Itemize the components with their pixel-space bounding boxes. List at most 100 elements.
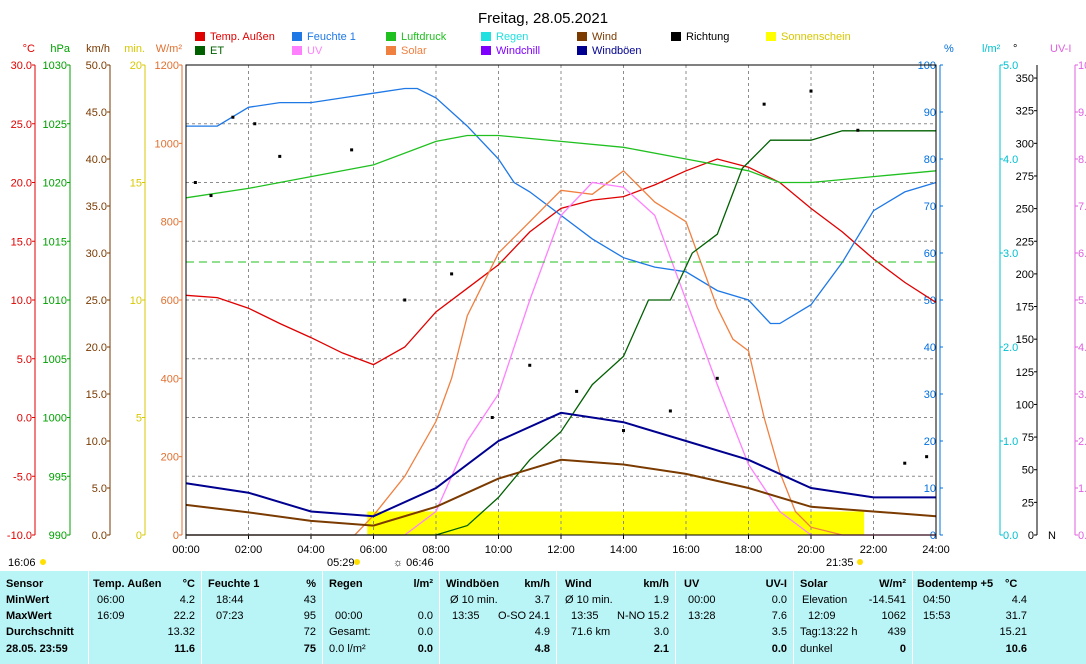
series-line-0 — [185, 158, 937, 366]
regen-max-value: 0.0 — [417, 610, 433, 622]
weather-chart: Freitag, 28.05.2021 Temp. Außen Feuchte 1… — [7, 10, 1086, 569]
boeen-title: Windböen — [446, 578, 500, 590]
uv-unit: UV-I — [765, 578, 787, 590]
axis-x-label-6: 12:00 — [547, 544, 575, 556]
legend-swatch-1 — [292, 32, 302, 41]
axis-right-north-label: N — [1048, 530, 1056, 542]
legend-swatch-11 — [577, 46, 587, 55]
axis-right-label-0-8: 20 — [924, 436, 936, 448]
axis-left-label-2-4: 30.0 — [86, 248, 107, 260]
legend-swatch-9 — [386, 46, 396, 55]
axis-left-label-1-2: 1020 — [43, 178, 67, 190]
axis-left-label-0-8: -10.0 — [7, 530, 32, 542]
axis-right-label-0-5: 50 — [924, 295, 936, 307]
sunshine-band — [367, 511, 865, 535]
axis-right-label-1-5: 0.0 — [1003, 530, 1018, 542]
boeen-avg: 4.9 — [534, 626, 550, 638]
axis-right-label-0-0: 100 — [918, 60, 936, 72]
axis-left-label-2-8: 10.0 — [86, 436, 107, 448]
col-feuchte: Feuchte 1 % 18:44 43 07:23 95 72 75 — [202, 571, 322, 664]
axis-x-label-2: 04:00 — [297, 544, 325, 556]
axis-right-label-3-5: 5.0 — [1078, 295, 1086, 307]
regen-total-label: Gesamt: — [329, 626, 371, 638]
legend-swatch-5 — [671, 32, 681, 41]
legend-label-7: ET — [210, 45, 224, 57]
axis-left-unit-2: km/h — [86, 43, 110, 55]
axis-right-unit-2: ° — [1013, 43, 1017, 55]
feuchte-unit: % — [306, 578, 316, 590]
legend-label-10: Windchill — [496, 45, 540, 57]
row-label-current: 28.05. 23:59 — [6, 643, 68, 655]
legend-label-5: Richtung — [686, 31, 729, 43]
axis-left-label-0-5: 5.0 — [17, 354, 32, 366]
axis-right-label-2-10: 100 — [1016, 399, 1034, 411]
temp-min-time: 06:00 — [97, 594, 125, 606]
axis-x-label-0: 00:00 — [172, 544, 200, 556]
uv-max-value: 7.6 — [771, 610, 787, 622]
direction-point-7 — [450, 272, 454, 276]
solar-max-time: 12:09 — [808, 610, 836, 622]
axis-left-label-2-3: 35.0 — [86, 201, 107, 213]
boden-min-value: 4.4 — [1011, 594, 1027, 606]
temp-max-time: 16:09 — [97, 610, 125, 622]
direction-point-13 — [715, 376, 719, 380]
axis-left-label-3-3: 5 — [136, 413, 142, 425]
direction-point-5 — [350, 148, 354, 152]
uv-current: 0.0 — [771, 643, 787, 655]
col-boden: Bodentemp +5 °C 04:50 4.4 15:53 31.7 15.… — [913, 571, 1031, 664]
axis-left-label-4-1: 1000 — [155, 138, 179, 150]
chart-title: Freitag, 28.05.2021 — [478, 10, 608, 27]
axis-left-label-1-5: 1005 — [43, 354, 67, 366]
boden-unit: °C — [1005, 578, 1018, 590]
legend-swatch-4 — [577, 32, 587, 41]
boeen-unit: km/h — [524, 578, 550, 590]
axis-left-label-3-2: 10 — [130, 295, 142, 307]
direction-point-6 — [403, 298, 407, 302]
axis-left-label-0-0: 30.0 — [11, 60, 32, 72]
wind-unit: km/h — [643, 578, 669, 590]
axis-left-label-3-0: 20 — [130, 60, 142, 72]
direction-point-11 — [622, 429, 625, 433]
axis-right-label-0-9: 10 — [924, 483, 936, 495]
direction-point-3 — [253, 122, 257, 126]
wind-avg10-label: Ø 10 min. — [565, 594, 613, 606]
axis-right-label-2-2: 300 — [1016, 138, 1034, 150]
axis-left-label-3-4: 0 — [136, 530, 142, 542]
solar-day-label: Tag:13:22 h — [800, 626, 858, 638]
feuchte-max-value: 95 — [303, 610, 316, 622]
axis-right-label-2-12: 50 — [1022, 465, 1034, 477]
axis-right-unit-3: UV-I — [1050, 43, 1071, 55]
axis-right-label-2-8: 150 — [1016, 334, 1034, 346]
axis-left-label-4-3: 600 — [161, 295, 179, 307]
wind-current: 2.1 — [653, 643, 669, 655]
col-temp: Temp. Außen °C 06:00 4.2 16:09 22.2 13.3… — [89, 571, 201, 664]
legend-swatch-3 — [481, 32, 491, 41]
solar-day-value: 439 — [887, 626, 906, 638]
boden-current: 10.6 — [1005, 643, 1027, 655]
legend-swatch-2 — [386, 32, 396, 41]
uv-max-time: 13:28 — [688, 610, 716, 622]
axis-right-label-0-6: 40 — [924, 342, 936, 354]
axis-right-label-2-11: 75 — [1022, 432, 1034, 444]
axis-x-label-4: 08:00 — [422, 544, 450, 556]
axis-right-label-2-7: 175 — [1016, 302, 1034, 314]
axis-right-label-1-1: 4.0 — [1003, 154, 1018, 166]
feuchte-current: 75 — [303, 643, 316, 655]
axis-right-label-3-1: 9.0 — [1078, 107, 1086, 119]
col-sensor: Sensor MinWert MaxWert Durchschnitt 28.0… — [0, 571, 88, 664]
axis-right-label-3-8: 2.0 — [1078, 436, 1086, 448]
annotation-sunset: 21:35 — [826, 557, 854, 569]
col-boeen: Windböen km/h Ø 10 min. 3.7 13:35 O-SO 2… — [440, 571, 556, 664]
axis-left-label-4-0: 1200 — [155, 60, 179, 72]
row-label-min: MinWert — [6, 594, 50, 606]
direction-point-18 — [925, 455, 929, 459]
legend: Temp. Außen Feuchte 1 Luftdruck Regen Wind Ri… — [195, 31, 851, 57]
series — [185, 87, 937, 536]
axis-left-label-1-3: 1015 — [43, 236, 67, 248]
grid — [186, 65, 936, 535]
temp-avg: 13.32 — [167, 626, 195, 638]
axis-left-label-1-0: 1030 — [43, 60, 67, 72]
axis-x-label-1: 02:00 — [235, 544, 263, 556]
direction-point-9 — [528, 363, 532, 367]
axis-left-label-1-7: 995 — [49, 471, 67, 483]
